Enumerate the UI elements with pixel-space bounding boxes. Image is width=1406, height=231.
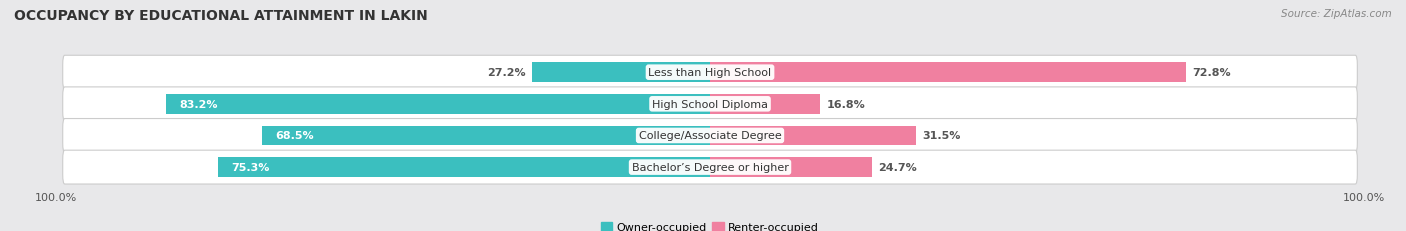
Text: 72.8%: 72.8% xyxy=(1192,68,1232,78)
Text: 31.5%: 31.5% xyxy=(922,131,960,141)
Text: 75.3%: 75.3% xyxy=(231,162,269,172)
Bar xyxy=(533,63,710,83)
Bar xyxy=(262,126,710,146)
Text: 68.5%: 68.5% xyxy=(276,131,314,141)
Text: High School Diploma: High School Diploma xyxy=(652,99,768,109)
Text: 24.7%: 24.7% xyxy=(879,162,917,172)
Bar xyxy=(710,95,820,114)
Legend: Owner-occupied, Renter-occupied: Owner-occupied, Renter-occupied xyxy=(596,217,824,231)
FancyBboxPatch shape xyxy=(63,88,1357,121)
Text: 27.2%: 27.2% xyxy=(486,68,526,78)
Text: 16.8%: 16.8% xyxy=(827,99,865,109)
FancyBboxPatch shape xyxy=(63,56,1357,90)
FancyBboxPatch shape xyxy=(63,151,1357,184)
Bar xyxy=(218,158,710,177)
Bar xyxy=(166,95,710,114)
Text: Bachelor’s Degree or higher: Bachelor’s Degree or higher xyxy=(631,162,789,172)
Bar xyxy=(710,63,1187,83)
FancyBboxPatch shape xyxy=(63,119,1357,153)
Text: Less than High School: Less than High School xyxy=(648,68,772,78)
Text: College/Associate Degree: College/Associate Degree xyxy=(638,131,782,141)
Bar xyxy=(710,158,872,177)
Bar xyxy=(710,126,915,146)
Text: Source: ZipAtlas.com: Source: ZipAtlas.com xyxy=(1281,9,1392,19)
Text: 83.2%: 83.2% xyxy=(179,99,218,109)
Text: OCCUPANCY BY EDUCATIONAL ATTAINMENT IN LAKIN: OCCUPANCY BY EDUCATIONAL ATTAINMENT IN L… xyxy=(14,9,427,23)
